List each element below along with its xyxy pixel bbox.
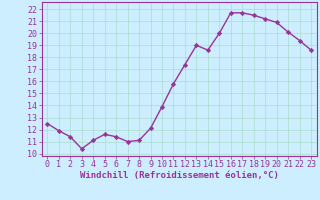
X-axis label: Windchill (Refroidissement éolien,°C): Windchill (Refroidissement éolien,°C): [80, 171, 279, 180]
